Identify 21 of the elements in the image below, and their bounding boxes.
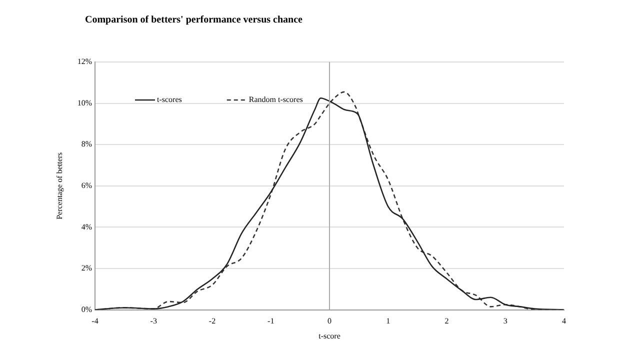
y-axis-title: Percentage of betters [54,152,64,220]
x-tick-label: -1 [268,316,274,326]
legend-label: t-scores [157,95,182,104]
x-tick-label: 3 [503,316,508,326]
y-tick-label: 6% [81,180,92,190]
x-tick-label: -4 [92,316,98,326]
x-tick-label: 0 [328,316,332,326]
x-tick-label: 4 [562,316,566,326]
legend-label: Random t-scores [248,95,303,104]
x-tick-label: 2 [444,316,449,326]
y-tick-label: 2% [81,264,92,273]
x-axis-title: t-score [318,331,341,340]
y-tick-label: 10% [77,98,92,108]
y-tick-label: 8% [81,140,92,149]
chart-title: Comparison of betters' performance versus chance [85,14,304,26]
y-tick-label: 0% [81,304,92,314]
x-tick-label: -3 [150,316,157,326]
x-tick-label: -2 [208,316,216,326]
y-tick-label: 12% [77,57,92,66]
x-tick-label: 1 [386,316,390,326]
y-tick-label: 4% [81,222,92,232]
